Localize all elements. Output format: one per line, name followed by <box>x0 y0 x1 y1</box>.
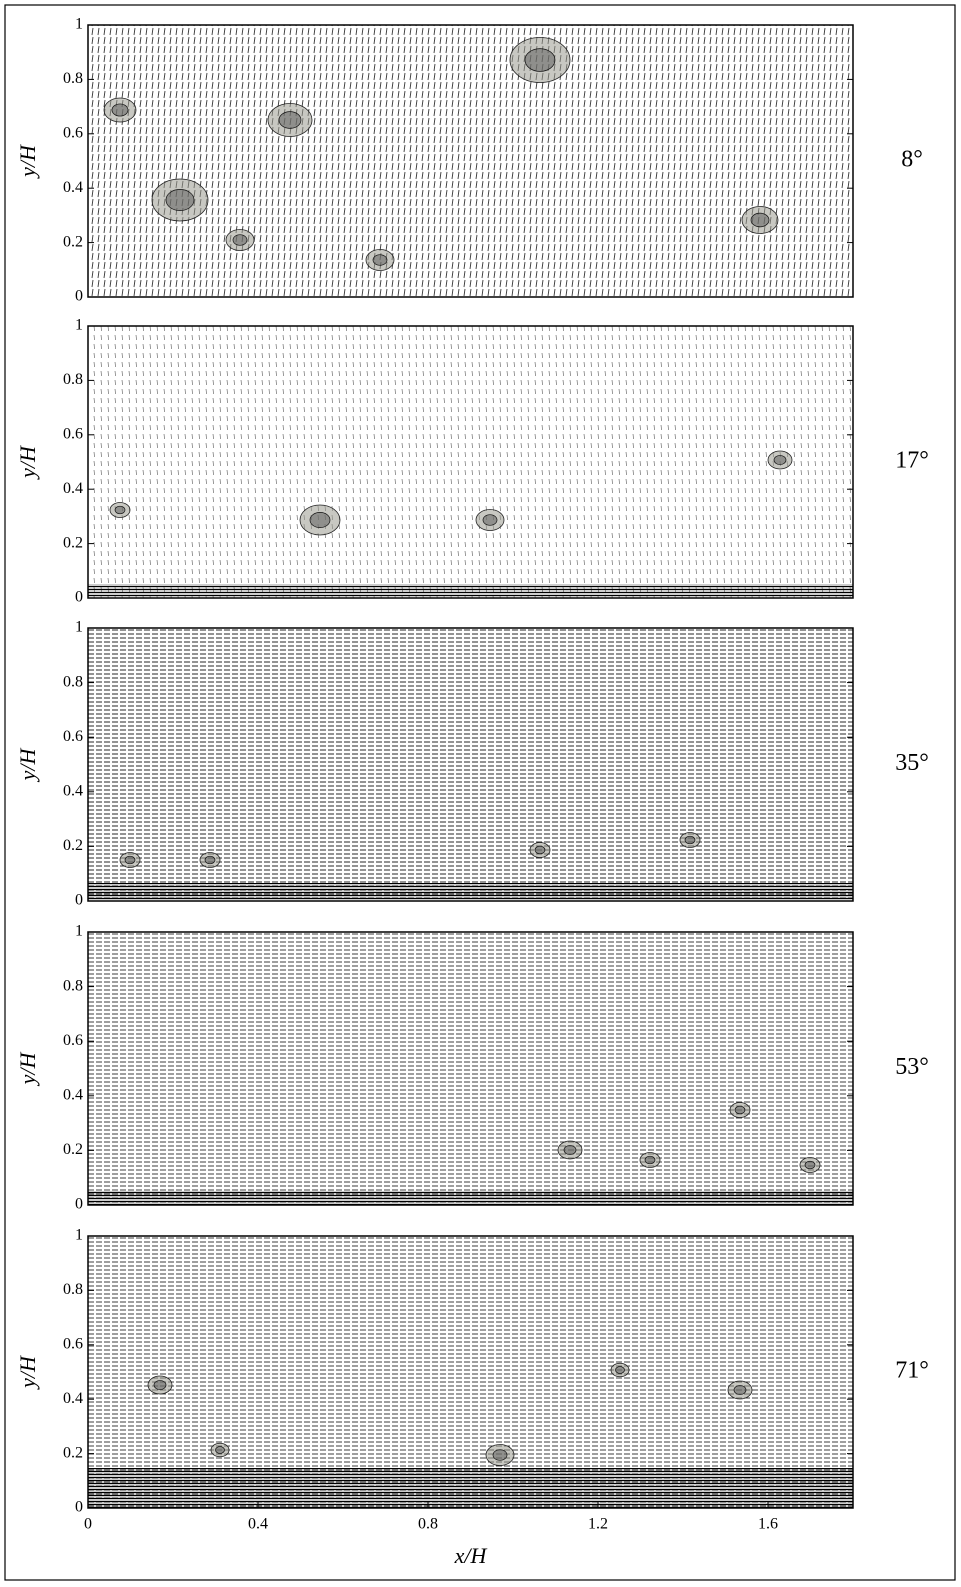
vector-field <box>88 229 853 598</box>
x-tick-label: 0.8 <box>418 1516 438 1533</box>
x-axis-label: x/H <box>454 1543 488 1568</box>
frame <box>4 4 956 1581</box>
y-tick-label: 0 <box>75 892 83 909</box>
axes-box <box>87 1235 854 1509</box>
axes-box <box>87 24 854 298</box>
y-axis-label: y/H <box>15 445 40 480</box>
vortex-contour <box>232 234 248 246</box>
y-tick-label: 0.4 <box>63 1390 83 1407</box>
field-vectors <box>88 326 853 598</box>
wall-layer <box>88 1191 853 1205</box>
y-tick-label: 0.6 <box>63 425 83 442</box>
vortex-contour <box>733 1385 747 1395</box>
vortex-contour <box>372 254 388 266</box>
panel-annotation: 35° <box>895 750 929 776</box>
y-axis-label: y/H <box>15 1355 40 1390</box>
y-tick-label: 0.8 <box>63 673 83 690</box>
field-vectors <box>88 25 853 297</box>
vector-field <box>88 25 853 297</box>
axes-box <box>87 325 854 599</box>
panel-annotation: 17° <box>895 448 929 474</box>
vortex-contour <box>309 512 331 528</box>
vortex-contour <box>278 111 302 129</box>
vortex-contour <box>615 1366 625 1374</box>
vortex-contour <box>773 455 787 465</box>
y-tick-label: 0.4 <box>63 480 83 497</box>
axes-box <box>87 627 854 902</box>
y-axis-label: y/H <box>15 144 40 179</box>
axes-box <box>87 931 854 1206</box>
y-axis-label: y/H <box>15 748 40 783</box>
panel-annotation: 71° <box>895 1358 929 1384</box>
vortex-contour <box>114 505 126 515</box>
vector-field <box>88 628 853 901</box>
vortex-contour <box>563 1145 577 1155</box>
vortex-contour <box>111 103 129 117</box>
vortex-contour <box>534 845 546 855</box>
x-tick-label: 0 <box>84 1516 92 1533</box>
vortex-contour <box>215 1446 225 1454</box>
y-tick-label: 0.2 <box>63 1444 83 1461</box>
y-tick-label: 1 <box>75 1227 83 1244</box>
y-tick-label: 0 <box>75 1499 83 1516</box>
y-tick-label: 0.8 <box>63 1281 83 1298</box>
vortex-contour <box>124 855 136 865</box>
vortex-contour <box>734 1105 746 1115</box>
field-vectors <box>88 1236 853 1508</box>
vortex-contour <box>492 1449 508 1461</box>
x-tick-label: 1.6 <box>758 1516 778 1533</box>
y-tick-label: 1 <box>75 16 83 33</box>
y-tick-label: 0.4 <box>63 782 83 799</box>
vector-field <box>88 1236 853 1508</box>
y-tick-label: 0.8 <box>63 977 83 994</box>
y-tick-label: 1 <box>75 923 83 940</box>
wall-layer <box>88 1468 853 1508</box>
y-tick-label: 0 <box>75 589 83 606</box>
wall-layer <box>88 584 853 598</box>
y-tick-label: 0.4 <box>63 1086 83 1103</box>
x-tick-label: 1.2 <box>588 1516 608 1533</box>
y-tick-label: 0.6 <box>63 124 83 141</box>
wall-layer <box>88 883 853 901</box>
panel-annotation: 8° <box>901 147 923 173</box>
x-tick-label: 0.4 <box>248 1516 268 1533</box>
field-vectors <box>88 932 853 1205</box>
vector-field <box>88 932 853 1205</box>
y-tick-label: 0.2 <box>63 233 83 250</box>
y-tick-label: 0.6 <box>63 728 83 745</box>
vortex-contour <box>524 48 556 72</box>
y-tick-label: 0.4 <box>63 179 83 196</box>
vortex-contour <box>204 855 216 865</box>
vortex-contour <box>684 835 696 845</box>
panel-annotation: 53° <box>895 1054 929 1080</box>
y-tick-label: 0.2 <box>63 534 83 551</box>
vortex-contour <box>165 189 195 211</box>
y-tick-label: 1 <box>75 619 83 636</box>
y-tick-label: 0 <box>75 1196 83 1213</box>
vortex-contour <box>750 212 770 228</box>
vortex-contour <box>153 1380 167 1390</box>
y-tick-label: 0.8 <box>63 371 83 388</box>
y-tick-label: 0.2 <box>63 1141 83 1158</box>
y-tick-label: 1 <box>75 317 83 334</box>
y-tick-label: 0.2 <box>63 837 83 854</box>
y-tick-label: 0.8 <box>63 70 83 87</box>
y-tick-label: 0.6 <box>63 1335 83 1352</box>
y-axis-label: y/H <box>15 1052 40 1087</box>
y-tick-label: 0.6 <box>63 1032 83 1049</box>
vortex-contour <box>804 1160 816 1170</box>
vortex-contour <box>644 1155 656 1165</box>
vortex-contour <box>482 514 498 526</box>
y-tick-label: 0 <box>75 288 83 305</box>
